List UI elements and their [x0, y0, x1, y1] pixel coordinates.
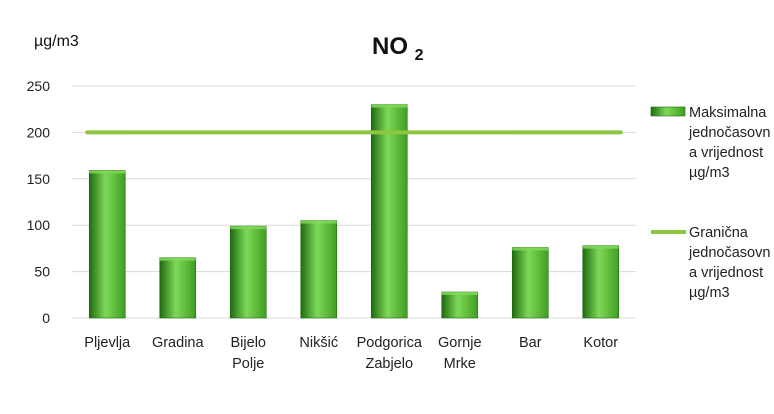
bar [159, 257, 197, 319]
bar [441, 291, 479, 319]
bar-top-highlight [371, 104, 408, 108]
legend-label-line: jednočasovn [688, 245, 770, 261]
bar [511, 247, 549, 319]
x-tick-label-line: Pljevlja [84, 335, 131, 351]
x-tick-label-line: Mrke [444, 356, 476, 372]
x-tick-label: Gornje Mrke [438, 335, 482, 372]
x-tick-label: Kotor [583, 335, 618, 351]
legend-label-limit: Granična jednočasovn a vrijednost µg/m3 [688, 225, 770, 301]
bar-top-highlight [300, 220, 337, 224]
legend-label-line: Maksimalna [689, 105, 767, 121]
legend-swatch-bar [650, 106, 686, 117]
bar-top-highlight [441, 292, 478, 296]
y-tick-label: 200 [27, 124, 51, 140]
legend-label-line: a vrijednost [689, 145, 763, 161]
bar-top-highlight [230, 226, 267, 230]
bar [582, 245, 620, 319]
legend-label-line: a vrijednost [689, 265, 763, 281]
x-tick-label-line: Gradina [152, 335, 205, 351]
x-tick-label: Nikšić [299, 335, 338, 351]
x-tick-label-line: Kotor [583, 335, 618, 351]
y-tick-label: 0 [42, 310, 50, 326]
y-tick-label: 150 [27, 171, 51, 187]
bar [300, 220, 338, 319]
bar [88, 170, 126, 319]
x-tick-label-line: Nikšić [299, 335, 338, 351]
legend-label-max: Maksimalna jednočasovn a vrijednost µg/m3 [688, 105, 770, 181]
x-tick-label-line: Podgorica [357, 335, 423, 351]
x-tick-label: Podgorica Zabjelo [357, 335, 423, 372]
gridlines [72, 85, 636, 319]
legend-label-line: µg/m3 [689, 165, 730, 181]
y-axis-ticks: 0 50 100 150 200 250 [27, 78, 51, 326]
bar-top-highlight [89, 170, 126, 174]
bar [370, 104, 408, 319]
chart-title-main: NO [372, 33, 408, 60]
legend-label-line: Granična [689, 225, 749, 241]
x-tick-label-line: Gornje [438, 335, 482, 351]
legend-label-line: jednočasovn [688, 125, 770, 141]
bars [88, 104, 620, 319]
x-tick-label-line: Bijelo [231, 335, 266, 351]
x-tick-label-line: Zabjelo [365, 356, 413, 372]
legend-label-line: µg/m3 [689, 285, 730, 301]
bar-top-highlight [582, 245, 619, 249]
legend: Maksimalna jednočasovn a vrijednost µg/m3Gr… [650, 105, 770, 301]
x-tick-label-line: Bar [519, 335, 542, 351]
bar-top-highlight [512, 247, 549, 251]
y-tick-label: 50 [34, 264, 50, 280]
y-tick-label: 100 [27, 217, 51, 233]
chart-title-subscript: 2 [415, 47, 424, 64]
x-tick-label: Gradina [152, 335, 205, 351]
x-tick-label: Bar [519, 335, 542, 351]
y-axis-unit-label: µg/m3 [34, 33, 79, 50]
bar [229, 225, 267, 319]
x-axis-labels: Pljevlja Gradina Bijelo Polje Nikšić Podgoric… [84, 335, 618, 372]
x-tick-label: Pljevlja [84, 335, 131, 351]
x-tick-label: Bijelo Polje [231, 335, 266, 372]
y-tick-label: 250 [27, 78, 51, 94]
chart-title: NO 2 [372, 33, 424, 64]
x-tick-label-line: Polje [232, 356, 264, 372]
bar-top-highlight [159, 257, 196, 261]
